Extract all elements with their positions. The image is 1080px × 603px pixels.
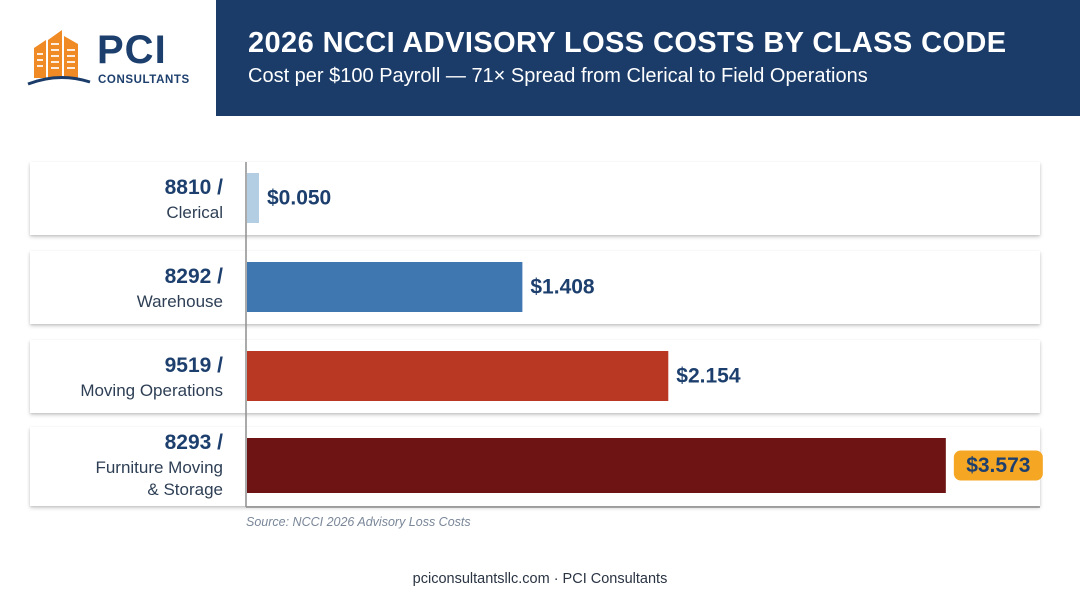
header-banner: 2026 NCCI ADVISORY LOSS COSTS BY CLASS C… <box>216 0 1080 116</box>
class-description: Furniture Moving <box>95 458 223 477</box>
row-card-8810 <box>30 162 1040 235</box>
row-label-9519: 9519 / Moving Operations <box>30 354 223 402</box>
class-description: Clerical <box>166 203 223 222</box>
row-label-8810: 8810 / Clerical <box>30 176 223 224</box>
class-code: 9519 / <box>164 354 223 377</box>
building-logo-icon <box>27 30 91 86</box>
source-note: Source: NCCI 2026 Advisory Loss Costs <box>246 515 471 529</box>
bar-9519 <box>247 351 669 401</box>
chart-subtitle: Cost per $100 Payroll — 71× Spread from … <box>248 65 868 87</box>
bar-8292 <box>247 262 523 312</box>
row-label-8292: 8292 / Warehouse <box>30 265 223 313</box>
class-description: Moving Operations <box>80 381 223 400</box>
highlight-badge <box>953 450 1043 481</box>
bar-8810 <box>247 173 259 223</box>
class-code: 8292 / <box>164 265 223 288</box>
class-code: 8810 / <box>164 176 223 199</box>
class-description: Warehouse <box>136 292 223 311</box>
class-code: 8293 / <box>164 431 223 454</box>
bar-value-label: $1.408 <box>530 276 595 299</box>
bar-value-label: $0.050 <box>267 187 331 210</box>
brand-logo: PCI CONSULTANTS <box>0 0 216 116</box>
row-label-8293: 8293 / Furniture Moving & Storage <box>30 431 223 501</box>
bar-value-label: $2.154 <box>676 365 741 388</box>
bar-8293 <box>247 438 946 493</box>
footer-credit: pciconsultantsllc.com · PCI Consultants <box>412 571 668 587</box>
chart-title: 2026 NCCI ADVISORY LOSS COSTS BY CLASS C… <box>248 27 1007 59</box>
brand-subtitle: CONSULTANTS <box>98 74 190 86</box>
class-description-line2: & Storage <box>147 480 223 499</box>
bar-value-label: $3.573 <box>966 454 1030 477</box>
brand-name: PCI <box>97 28 167 72</box>
row-card-8292 <box>30 251 1040 324</box>
